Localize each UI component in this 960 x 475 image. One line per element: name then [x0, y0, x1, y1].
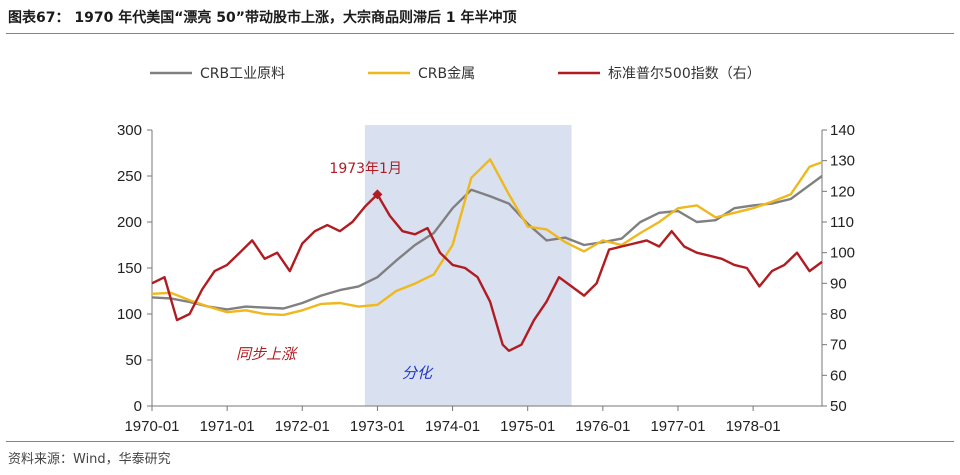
- chart-title: 图表67： 1970 年代美国“漂亮 50”带动股市上涨，大宗商品则滞后 1 年…: [8, 10, 517, 26]
- shaded-region: [364, 125, 572, 406]
- footer-rule: [6, 441, 954, 442]
- legend-crb-metals-label: CRB金属: [418, 66, 475, 82]
- right-tick-label: 110: [830, 214, 854, 231]
- annotation-divergence: 分化: [402, 364, 434, 382]
- x-tick-label: 1977-01: [650, 418, 705, 435]
- x-tick-label: 1971-01: [200, 418, 255, 435]
- left-tick-label: 50: [125, 352, 142, 369]
- crb-industrial-line: [151, 175, 823, 311]
- x-tick-label: 1976-01: [575, 418, 630, 435]
- right-tick-label: 90: [830, 275, 847, 292]
- sp500-line: [151, 193, 823, 352]
- right-tick-label: 80: [830, 306, 847, 323]
- marker-1973-jan: [372, 189, 383, 200]
- legend-sp500-label: 标准普尔500指数（右）: [608, 66, 761, 82]
- title-rule: [6, 33, 954, 34]
- left-tick-label: 100: [117, 306, 142, 323]
- right-tick-label: 60: [830, 367, 847, 384]
- left-tick-label: 0: [134, 398, 142, 415]
- source-note: 资料来源：Wind，华泰研究: [8, 452, 171, 467]
- right-tick-label: 130: [830, 153, 855, 170]
- x-tick-label: 1970-01: [124, 418, 179, 435]
- left-tick-label: 250: [117, 168, 142, 185]
- annotation-sync-rise: 同步上涨: [236, 345, 298, 363]
- left-tick-label: 200: [117, 214, 142, 231]
- x-tick-label: 1972-01: [275, 418, 330, 435]
- right-tick-label: 70: [830, 337, 847, 354]
- right-tick-label: 140: [830, 122, 855, 139]
- right-tick-label: 120: [830, 183, 855, 200]
- crb-metals-line: [151, 158, 823, 317]
- x-tick-label: 1974-01: [425, 418, 480, 435]
- x-tick-label: 1975-01: [500, 418, 555, 435]
- left-tick-label: 150: [117, 260, 142, 277]
- left-tick-label: 300: [117, 122, 142, 139]
- legend-crb-industrial-label: CRB工业原料: [200, 66, 285, 82]
- right-tick-label: 50: [830, 398, 847, 415]
- x-tick-label: 1973-01: [350, 418, 405, 435]
- x-tick-label: 1978-01: [726, 418, 781, 435]
- annotation-1973-jan: 1973年1月: [329, 161, 402, 177]
- right-tick-label: 100: [830, 245, 855, 262]
- line-chart: 0 50 100 150 200 250 300 50 60 70 80 90 100 110 120 130…: [117, 66, 855, 435]
